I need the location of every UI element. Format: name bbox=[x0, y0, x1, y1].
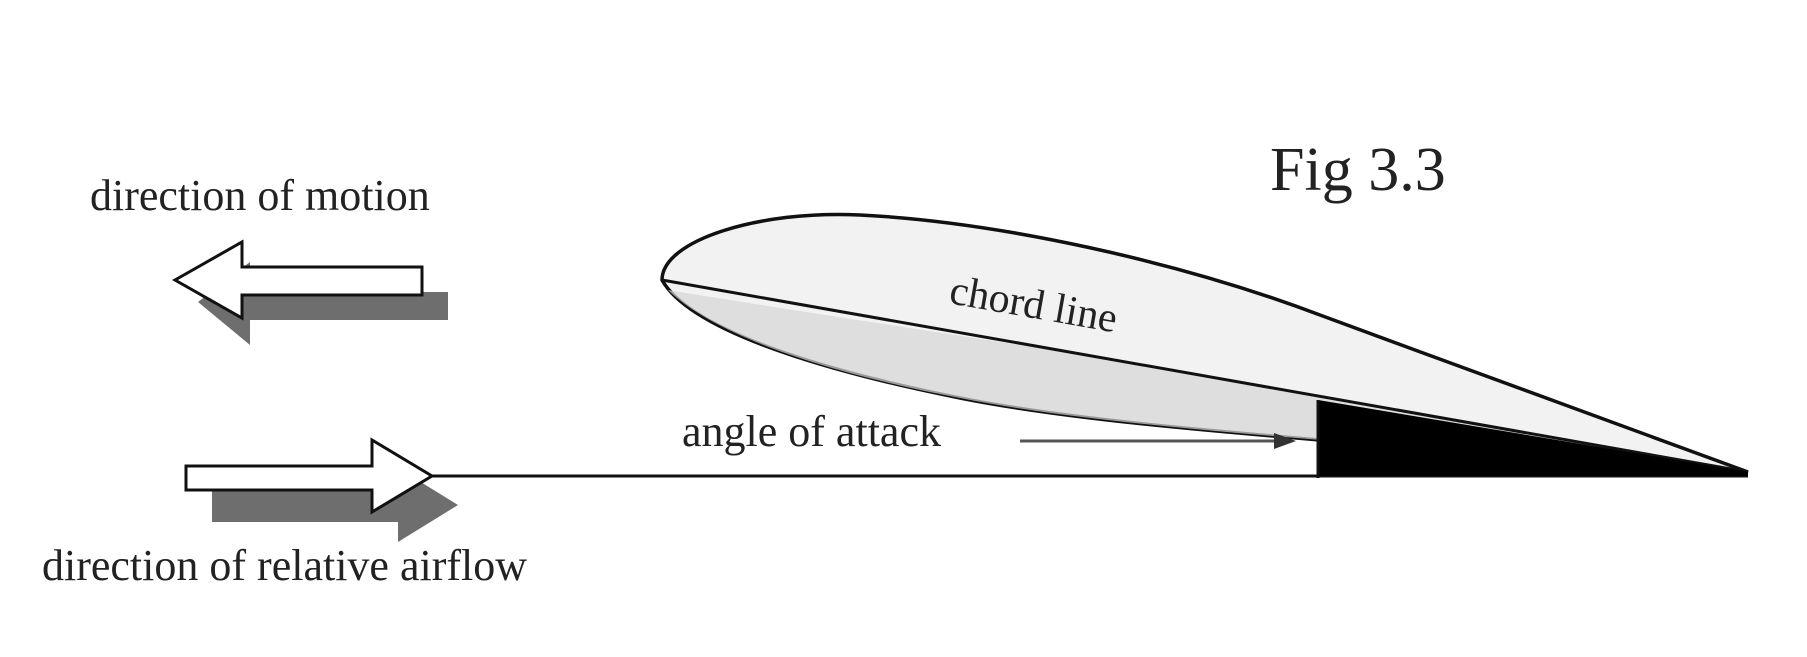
figure-label: Fig 3.3 bbox=[1270, 136, 1446, 204]
right-arrow-icon bbox=[184, 437, 458, 542]
chord-line bbox=[661, 278, 1749, 474]
motion-arrow-shadow bbox=[198, 262, 448, 345]
angle-of-attack-wedge bbox=[1318, 400, 1748, 476]
angle-of-attack-pointer bbox=[1020, 433, 1296, 449]
angle-of-attack-label: angle of attack bbox=[682, 407, 941, 456]
motion-arrow-body bbox=[171, 239, 424, 321]
airflow-arrow-shadow bbox=[212, 468, 458, 542]
airflow-arrow-body bbox=[184, 437, 435, 515]
airfoil-lower-shading bbox=[668, 290, 1740, 471]
direction-of-motion-label: direction of motion bbox=[90, 171, 430, 220]
left-arrow-icon bbox=[171, 239, 448, 345]
direction-of-relative-airflow-label: direction of relative airflow bbox=[42, 541, 527, 590]
